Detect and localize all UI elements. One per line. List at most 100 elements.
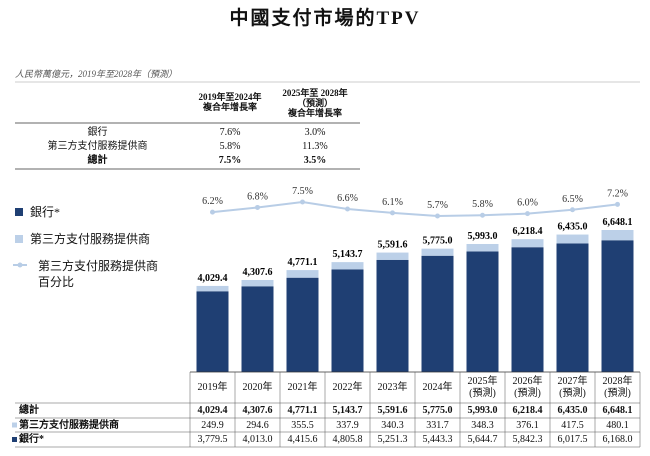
- bar: [286, 270, 319, 278]
- bar: [511, 239, 544, 248]
- bar: [331, 269, 364, 372]
- cagr-cell: 3.5%: [303, 155, 327, 166]
- line-point: [570, 207, 575, 213]
- line-point: [255, 204, 260, 210]
- line-point: [345, 206, 350, 212]
- category-label: 2025年 (預測): [467, 376, 498, 399]
- table-cell: 4,029.4: [197, 405, 228, 416]
- cagr-cell: 3.0%: [304, 127, 326, 138]
- category-label: 2022年: [332, 382, 363, 393]
- legend-swatch: [15, 235, 23, 243]
- total-label: 6,435.0: [558, 222, 588, 233]
- line-point: [210, 209, 215, 215]
- legend-label: 第三方支付服務提供商百分比: [38, 259, 159, 289]
- table-cell: 249.9: [201, 419, 224, 431]
- table-cell: 4,415.6: [287, 434, 318, 445]
- table-cell: 355.5: [291, 419, 314, 431]
- total-label: 5,143.7: [333, 249, 363, 260]
- cagr-row-label: 總計: [87, 155, 108, 166]
- bar: [556, 243, 589, 372]
- bar: [601, 240, 634, 372]
- line-point: [300, 199, 305, 205]
- table-cell: 294.6: [246, 419, 269, 431]
- table-cell: 348.3: [471, 419, 494, 431]
- cagr-row-label: 第三方支付服務提供商: [47, 141, 148, 152]
- bar: [556, 234, 589, 244]
- table-cell: 417.5: [561, 419, 584, 431]
- bar: [286, 277, 319, 372]
- bar: [196, 285, 229, 292]
- line-label: 5.8%: [472, 199, 493, 210]
- table-cell: 480.1: [606, 419, 629, 431]
- line-point: [390, 210, 395, 216]
- row-swatch: [12, 422, 17, 428]
- table-cell: 340.3: [381, 419, 404, 431]
- total-label: 6,648.1: [603, 217, 633, 228]
- line-label: 6.2%: [202, 196, 223, 207]
- line-point: [525, 211, 530, 217]
- table-cell: 5,251.3: [377, 434, 408, 445]
- cagr-cell: 11.3%: [302, 141, 328, 152]
- table-cell: 4,013.0: [242, 434, 273, 445]
- total-label: 4,771.1: [288, 257, 318, 268]
- legend-swatch: [15, 208, 23, 216]
- table-cell: 5,993.0: [467, 405, 498, 416]
- legend-label: 第三方支付服務提供商: [30, 232, 151, 246]
- line-label: 5.7%: [427, 200, 448, 211]
- bar: [331, 262, 364, 270]
- line-point: [480, 212, 485, 218]
- bar: [421, 255, 454, 372]
- category-label: 2023年: [377, 382, 408, 393]
- total-label: 4,029.4: [198, 273, 228, 284]
- row-label: 銀行*: [19, 434, 44, 445]
- bar: [376, 252, 409, 260]
- line: [212, 200, 618, 218]
- subtitle: 人民幣萬億元，2019年至2028年（預測）: [15, 69, 178, 79]
- cagr-row-label: 銀行: [87, 127, 108, 138]
- legend-label: 銀行*: [30, 205, 61, 219]
- category-label: 2028年 (預測): [602, 376, 633, 399]
- table-cell: 3,779.5: [197, 434, 228, 445]
- bar: [466, 251, 499, 372]
- category-label: 2021年: [287, 382, 318, 393]
- line-label: 6.0%: [517, 198, 538, 209]
- line-label: 7.5%: [292, 186, 313, 197]
- title: 中國支付市場的TPV: [229, 8, 421, 29]
- table-cell: 4,805.8: [332, 434, 363, 445]
- bar: [196, 291, 229, 372]
- table-cell: 6,218.4: [512, 405, 543, 416]
- row-label: 第三方支付服務提供商: [19, 419, 119, 431]
- table-cell: 5,143.7: [332, 405, 363, 416]
- bar: [511, 247, 544, 372]
- table-cell: 337.9: [336, 419, 359, 431]
- line-point: [615, 201, 620, 207]
- category-label: 2019年: [197, 382, 228, 393]
- table-cell: 4,771.1: [287, 405, 318, 416]
- table-cell: 6,017.5: [557, 434, 588, 445]
- total-label: 5,591.6: [378, 240, 408, 251]
- bar: [376, 259, 409, 372]
- table-cell: 5,842.3: [512, 434, 543, 445]
- bar: [601, 230, 634, 241]
- table-cell: 5,591.6: [377, 405, 408, 416]
- table-cell: 5,443.3: [422, 434, 453, 445]
- total-label: 4,307.6: [243, 267, 273, 278]
- bar: [241, 279, 274, 287]
- total-label: 5,993.0: [468, 231, 498, 242]
- cagr-cell: 5.8%: [219, 141, 241, 152]
- cagr-cell: 7.6%: [219, 127, 241, 138]
- bar: [421, 248, 454, 256]
- category-label: 2020年: [242, 382, 273, 393]
- cagr-header: 2019年至2024年 複合年增長率: [198, 92, 262, 112]
- table-cell: 5,775.0: [422, 405, 453, 416]
- line-point: [435, 213, 440, 219]
- table-cell: 331.7: [426, 419, 449, 431]
- total-label: 6,218.4: [513, 226, 543, 237]
- category-label: 2024年: [422, 382, 453, 393]
- table-cell: 6,648.1: [602, 405, 633, 416]
- table-cell: 376.1: [516, 419, 539, 431]
- table-cell: 6,435.0: [557, 405, 588, 416]
- cagr-cell: 7.5%: [218, 155, 242, 166]
